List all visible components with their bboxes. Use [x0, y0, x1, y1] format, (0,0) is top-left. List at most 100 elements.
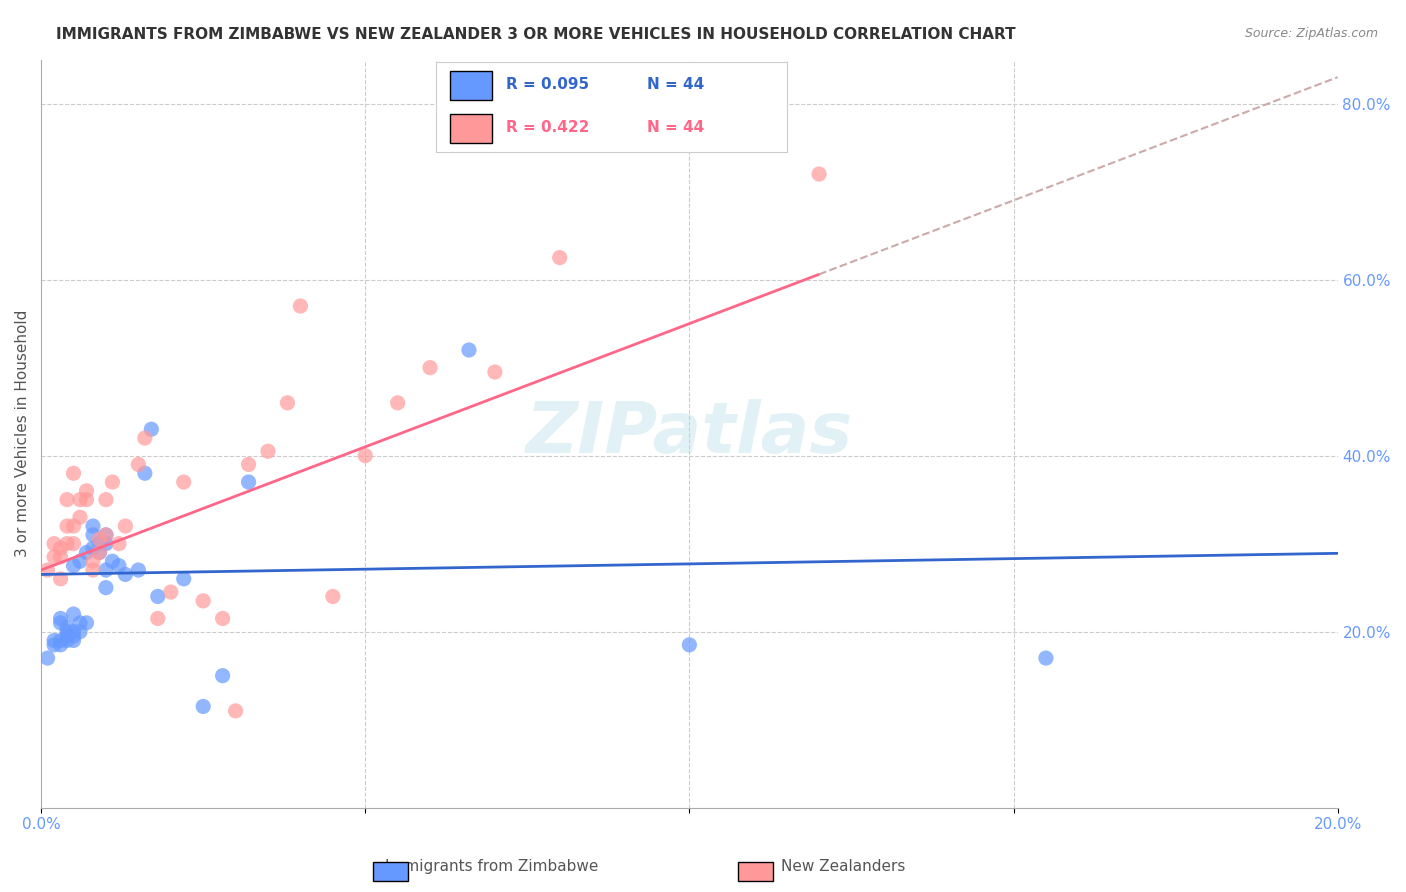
Point — [114, 519, 136, 533]
Point — [49, 541, 72, 555]
Point — [69, 615, 91, 630]
Point — [49, 638, 72, 652]
Point — [257, 444, 280, 458]
Point — [108, 558, 131, 573]
Point — [76, 545, 98, 559]
Point — [76, 615, 98, 630]
Point — [193, 594, 215, 608]
Point — [322, 590, 344, 604]
Point — [62, 467, 84, 481]
Point — [56, 492, 79, 507]
Point — [76, 483, 98, 498]
Point — [146, 590, 169, 604]
Point — [108, 536, 131, 550]
Point — [82, 554, 104, 568]
Point — [62, 536, 84, 550]
Point — [94, 563, 117, 577]
Point — [42, 536, 65, 550]
Point — [193, 699, 215, 714]
Point — [49, 615, 72, 630]
Point — [134, 467, 156, 481]
Point — [94, 581, 117, 595]
Text: Source: ZipAtlas.com: Source: ZipAtlas.com — [1244, 27, 1378, 40]
Point — [89, 536, 111, 550]
Point — [276, 396, 298, 410]
Point — [484, 365, 506, 379]
FancyBboxPatch shape — [450, 71, 492, 100]
Point — [49, 549, 72, 564]
Point — [49, 633, 72, 648]
Point — [548, 251, 571, 265]
Point — [56, 624, 79, 639]
Point — [173, 475, 195, 489]
Point — [127, 458, 149, 472]
Point — [173, 572, 195, 586]
Point — [159, 585, 181, 599]
Point — [69, 510, 91, 524]
Point — [42, 549, 65, 564]
Point — [211, 611, 233, 625]
Point — [678, 638, 700, 652]
Point — [89, 545, 111, 559]
Point — [94, 528, 117, 542]
Point — [82, 541, 104, 555]
Point — [69, 492, 91, 507]
Point — [89, 533, 111, 547]
Point — [141, 422, 163, 436]
Point — [94, 536, 117, 550]
Point — [114, 567, 136, 582]
Point — [89, 545, 111, 559]
Point — [56, 536, 79, 550]
Point — [82, 519, 104, 533]
Point — [62, 629, 84, 643]
Text: ZIPatlas: ZIPatlas — [526, 399, 853, 468]
Point — [37, 651, 59, 665]
Point — [808, 167, 831, 181]
Point — [62, 624, 84, 639]
Point — [238, 458, 260, 472]
Point — [211, 668, 233, 682]
Point — [62, 519, 84, 533]
Point — [146, 611, 169, 625]
Text: N = 44: N = 44 — [647, 120, 704, 135]
Point — [42, 633, 65, 648]
Point — [69, 554, 91, 568]
Text: New Zealanders: New Zealanders — [782, 859, 905, 874]
FancyBboxPatch shape — [450, 114, 492, 143]
Point — [56, 629, 79, 643]
Point — [56, 633, 79, 648]
Point — [56, 519, 79, 533]
Point — [290, 299, 312, 313]
Text: Immigrants from Zimbabwe: Immigrants from Zimbabwe — [385, 859, 599, 874]
Y-axis label: 3 or more Vehicles in Household: 3 or more Vehicles in Household — [15, 310, 30, 558]
Point — [458, 343, 481, 357]
Point — [82, 563, 104, 577]
Point — [49, 611, 72, 625]
Point — [76, 492, 98, 507]
Point — [62, 607, 84, 621]
Point — [94, 492, 117, 507]
Point — [42, 638, 65, 652]
Point — [62, 633, 84, 648]
Text: IMMIGRANTS FROM ZIMBABWE VS NEW ZEALANDER 3 OR MORE VEHICLES IN HOUSEHOLD CORREL: IMMIGRANTS FROM ZIMBABWE VS NEW ZEALANDE… — [56, 27, 1017, 42]
Point — [37, 563, 59, 577]
Point — [49, 572, 72, 586]
Point — [82, 528, 104, 542]
Point — [101, 475, 124, 489]
Point — [225, 704, 247, 718]
Point — [101, 554, 124, 568]
Point — [134, 431, 156, 445]
Point — [238, 475, 260, 489]
Text: R = 0.422: R = 0.422 — [506, 120, 589, 135]
Point — [56, 620, 79, 634]
Text: N = 44: N = 44 — [647, 78, 704, 92]
Point — [94, 528, 117, 542]
Point — [127, 563, 149, 577]
Text: R = 0.095: R = 0.095 — [506, 78, 589, 92]
Point — [387, 396, 409, 410]
Point — [62, 558, 84, 573]
Point — [419, 360, 441, 375]
Point — [1035, 651, 1057, 665]
Point — [354, 449, 377, 463]
Point — [69, 624, 91, 639]
